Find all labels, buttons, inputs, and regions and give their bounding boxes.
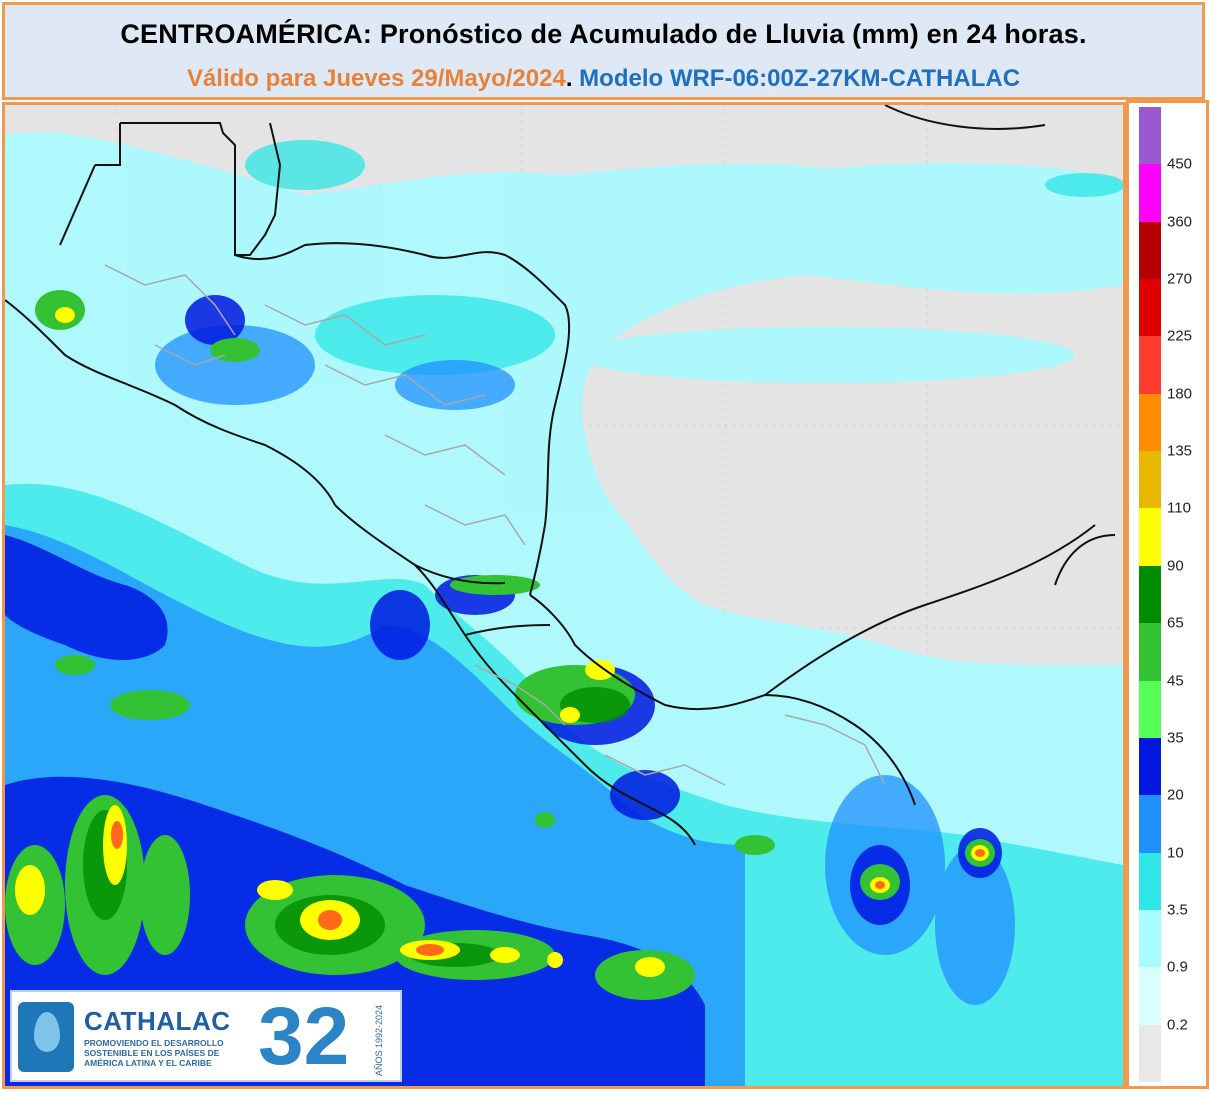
legend-swatch xyxy=(1139,680,1161,739)
map-canvas xyxy=(5,105,1123,1086)
legend-swatch xyxy=(1139,336,1161,395)
legend-label: 3.5 xyxy=(1167,901,1188,919)
color-legend: 450 360 270 225 180 135 110 90 65 45 35 20 10 3.5 0.9 0… xyxy=(1126,100,1209,1089)
legend-label: 45 xyxy=(1167,672,1184,690)
legend-swatch xyxy=(1139,909,1161,968)
rain-135-180mm xyxy=(111,821,985,956)
model-info: Modelo WRF-06:00Z-27KM-CATHALAC xyxy=(572,65,1021,92)
subtitle-separator: . xyxy=(565,65,573,92)
legend-label: 180 xyxy=(1167,385,1193,403)
legend-label: 20 xyxy=(1167,786,1184,804)
water-drop-icon xyxy=(18,1002,74,1072)
legend-colorbar xyxy=(1139,107,1161,1083)
page-subtitle: Válido para Jueves 29/Mayo/2024. Modelo … xyxy=(5,65,1202,93)
legend-swatch xyxy=(1139,393,1161,452)
globe-icon xyxy=(34,1012,60,1052)
legend-label: 270 xyxy=(1167,270,1193,288)
legend-label: 90 xyxy=(1167,557,1184,575)
rainfall-map xyxy=(2,102,1126,1089)
legend-swatch xyxy=(1139,795,1161,854)
legend-label: 360 xyxy=(1167,213,1193,231)
province-borders xyxy=(104,264,886,786)
valid-date: Válido para Jueves 29/Mayo/2024 xyxy=(186,65,566,92)
page-title: CENTROAMÉRICA: Pronóstico de Acumulado d… xyxy=(120,19,1087,49)
legend-swatch xyxy=(1139,279,1161,337)
legend-label: 0.9 xyxy=(1167,958,1188,976)
legend-swatch xyxy=(1139,737,1161,796)
map-header: CENTROAMÉRICA: Pronóstico de Acumulado d… xyxy=(2,2,1205,100)
cathalac-logo: CATHALAC PROMOVIENDO EL DESARROLLO SOSTE… xyxy=(10,990,402,1082)
legend-swatch xyxy=(1139,221,1161,280)
logo-brand: CATHALAC xyxy=(84,1006,231,1036)
legend-swatch xyxy=(1139,508,1161,567)
legend-label: 65 xyxy=(1167,614,1184,632)
legend-label: 135 xyxy=(1167,442,1193,460)
legend-swatch xyxy=(1139,852,1161,911)
legend-label: 10 xyxy=(1167,844,1184,862)
legend-label: 35 xyxy=(1167,729,1184,747)
legend-label: 0.2 xyxy=(1167,1016,1188,1034)
country-borders xyxy=(5,105,1116,846)
legend-swatch xyxy=(1139,1024,1161,1083)
logo-tagline: PROMOVIENDO EL DESARROLLO SOSTENIBLE EN … xyxy=(84,1038,224,1068)
legend-swatch xyxy=(1139,107,1161,165)
legend-swatch xyxy=(1139,164,1161,223)
legend-label: 225 xyxy=(1167,327,1193,345)
legend-label: 110 xyxy=(1167,499,1191,517)
legend-swatch xyxy=(1139,967,1161,1026)
legend-swatch xyxy=(1139,623,1161,682)
legend-swatch xyxy=(1139,451,1161,509)
legend-swatch xyxy=(1139,565,1161,624)
anniversary-number: 32 xyxy=(258,991,350,1082)
anniversary-years: AÑOS 1992-2024 xyxy=(374,1004,384,1076)
legend-label: 450 xyxy=(1167,155,1193,173)
